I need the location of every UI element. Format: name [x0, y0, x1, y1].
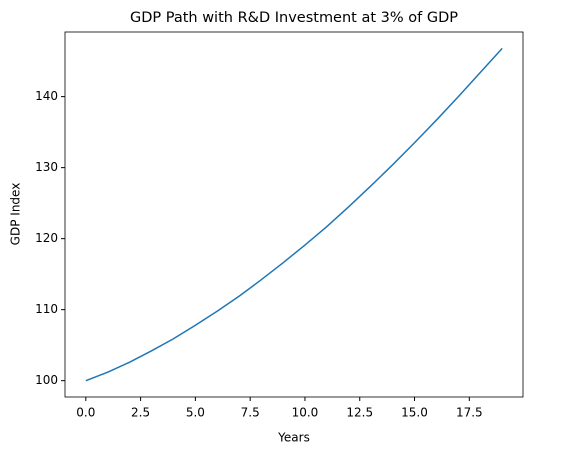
y-axis-label: GDP Index: [9, 183, 23, 246]
y-tick-label: 130: [35, 160, 58, 174]
x-tick-label: 7.5: [241, 406, 260, 420]
x-tick-label: 15.0: [401, 406, 428, 420]
x-tick-label: 10.0: [292, 406, 319, 420]
x-tick-label: 17.5: [456, 406, 483, 420]
y-tick-label: 120: [35, 231, 58, 245]
x-tick-label: 5.0: [186, 406, 205, 420]
x-tick-label: 0.0: [76, 406, 95, 420]
y-tick-label: 140: [35, 89, 58, 103]
x-tick-label: 12.5: [346, 406, 373, 420]
x-tick-label: 2.5: [131, 406, 150, 420]
line: [85, 47, 503, 382]
y-tick-label: 110: [35, 302, 58, 316]
plot-frame: [64, 31, 524, 398]
y-tick-label: 100: [35, 373, 58, 387]
chart-title: GDP Path with R&D Investment at 3% of GD…: [130, 10, 458, 26]
x-axis-label: Years: [277, 431, 310, 445]
